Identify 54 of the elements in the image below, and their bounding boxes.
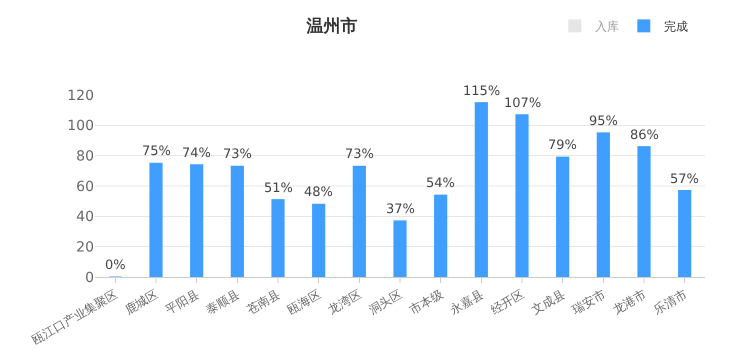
x-tick-label: 泰顺县 [204,287,242,318]
x-tick-label: 市本级 [406,287,446,318]
x-tick-label: 瑞安市 [570,287,608,318]
x-tick-label: 瓯海区 [284,287,324,318]
y-tick-label: 120 [67,88,94,104]
bar [678,190,692,277]
bar [596,132,610,277]
y-tick-label: 60 [76,178,94,195]
data-label: 115% [463,84,500,99]
y-tick-label: 40 [76,209,94,226]
bar [637,146,651,277]
x-tick-label: 平阳县 [162,287,202,318]
data-label: 37% [386,202,415,217]
x-tick-label: 龙港市 [610,287,648,318]
data-label: 74% [182,146,211,161]
x-tick-label: 苍南县 [244,287,282,318]
bar [271,199,285,277]
data-label: 57% [670,172,699,187]
data-label: 51% [264,181,293,196]
x-tick-label: 鹿城区 [122,287,160,318]
x-tick-label: 龙湾区 [326,287,364,318]
x-tick-label: 乐清市 [650,287,690,318]
data-label: 48% [304,185,333,200]
data-label: 79% [548,138,577,153]
bar [230,166,244,277]
x-tick-label: 永嘉县 [448,287,486,318]
x-tick-label: 文成县 [528,287,568,318]
y-tick-label: 100 [67,118,94,134]
data-label: 107% [504,96,542,111]
bar [393,220,407,277]
bar [352,166,366,277]
bar [434,194,448,277]
chart-title: 温州市 [306,16,358,36]
data-label: 73% [345,147,374,162]
y-tick-label: 80 [76,148,94,165]
x-tick-label: 瓯江口产业集聚区 [30,287,120,348]
bar [515,114,529,277]
data-label: 86% [630,128,659,143]
bar [149,162,163,277]
bar [474,102,488,277]
bar [312,204,326,277]
data-label: 73% [223,147,252,162]
bar [190,164,204,277]
legend-label: 入库 [594,20,619,34]
data-label: 95% [589,114,618,129]
x-tick-label: 经开区 [488,287,526,318]
legend-label: 完成 [664,20,688,34]
data-label: 54% [426,176,455,191]
bar [556,156,570,277]
data-label: 75% [142,144,171,159]
y-tick-label: 0 [85,270,94,286]
y-tick-label: 20 [76,240,94,256]
data-label: 0% [105,258,126,273]
x-tick-label: 洞头区 [366,287,404,318]
